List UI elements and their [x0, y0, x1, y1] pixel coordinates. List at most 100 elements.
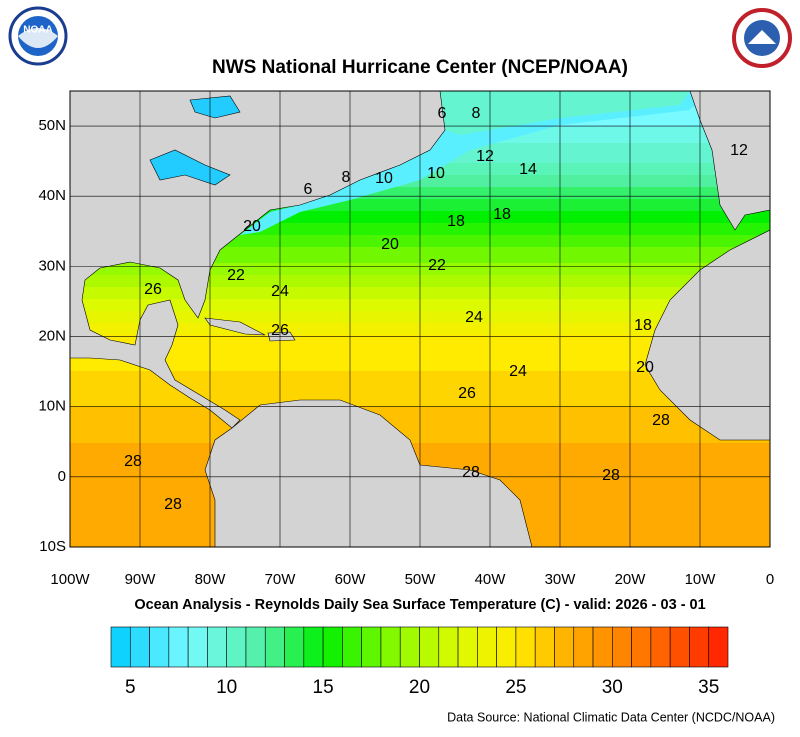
colorbar-box — [342, 626, 362, 668]
colorbar-box — [573, 626, 594, 668]
colorbar-box — [226, 626, 247, 668]
colorbar-tick-label: 10 — [216, 677, 237, 698]
africa — [644, 229, 770, 441]
y-tick-label: 0 — [58, 468, 66, 485]
x-tick-label: 50W — [405, 571, 437, 588]
colorbar-box — [419, 626, 440, 668]
contour-label: 24 — [509, 363, 527, 380]
colorbar-box — [515, 626, 536, 668]
contour-label: 28 — [124, 453, 142, 470]
contour-label: 18 — [447, 213, 465, 230]
contour-label: 18 — [493, 206, 511, 223]
x-tick-label: 90W — [125, 571, 157, 588]
contour-label: 10 — [427, 165, 445, 182]
x-tick-label: 30W — [545, 571, 577, 588]
x-tick-label: 20W — [615, 571, 647, 588]
colorbar-box — [303, 626, 324, 668]
plot-frame — [69, 90, 771, 548]
contour-label: 8 — [342, 169, 351, 186]
colorbar-box — [264, 626, 285, 668]
colorbar: 5 10 15 20 25 30 35 — [110, 626, 729, 698]
colorbar-tick-label: 25 — [505, 677, 526, 698]
contour-label: 28 — [164, 496, 182, 513]
colorbar-box — [689, 626, 710, 668]
x-tick-label: 80W — [195, 571, 227, 588]
contour-label: 22 — [227, 267, 245, 284]
contour-label: 24 — [271, 283, 289, 300]
contour-label: 26 — [458, 385, 476, 402]
x-tick-label: 100W — [50, 571, 90, 588]
cuba — [204, 317, 266, 336]
contour-label: 18 — [634, 317, 652, 334]
hudson-bay — [189, 95, 241, 119]
contour-label: 6 — [438, 105, 447, 122]
colorbar-tick-label: 35 — [698, 677, 719, 698]
colorbar-tick-label: 20 — [409, 677, 430, 698]
colorbar-box — [650, 626, 671, 668]
subtitle: Ocean Analysis - Reynolds Daily Sea Surf… — [134, 597, 705, 613]
colorbar-box — [457, 626, 478, 668]
y-tick-label: 10S — [39, 538, 66, 555]
colorbar-box — [399, 626, 420, 668]
colorbar-box — [592, 626, 613, 668]
logo-noaa: NOAA — [8, 6, 68, 66]
contour-label: 20 — [636, 359, 654, 376]
contour-label: 8 — [472, 105, 481, 122]
contour-label: 22 — [428, 257, 446, 274]
colorbar-box — [496, 626, 517, 668]
colorbar-box — [149, 626, 170, 668]
contour-label: 10 — [375, 170, 393, 187]
colorbar-tick-label: 5 — [125, 677, 136, 698]
contour-label: 6 — [304, 181, 313, 198]
contour-label: 28 — [602, 467, 620, 484]
y-tick-label: 20N — [38, 328, 66, 345]
source: Data Source: National Climatic Data Cent… — [447, 710, 775, 724]
colorbar-box — [380, 626, 401, 668]
x-tick-label: 40W — [475, 571, 507, 588]
colorbar-box — [477, 626, 497, 668]
contour-label: 26 — [271, 322, 289, 339]
x-tick-label: 70W — [265, 571, 297, 588]
colorbar-box — [631, 626, 652, 668]
contour-label: 12 — [730, 142, 748, 159]
colorbar-box — [322, 626, 343, 668]
y-tick-label: 40N — [38, 187, 66, 204]
x-tick-label: 60W — [335, 571, 367, 588]
colorbar-box — [361, 626, 382, 668]
colorbar-box — [708, 626, 729, 668]
colorbar-box — [554, 626, 575, 668]
land — [70, 91, 770, 547]
colorbar-tick-label: 15 — [313, 677, 334, 698]
contour-label: 28 — [462, 464, 480, 481]
colorbar-box — [438, 626, 459, 668]
colorbar-box — [187, 626, 208, 668]
y-tick-label: 10N — [38, 398, 66, 415]
contour-label: 12 — [476, 148, 494, 165]
colorbar-box — [534, 626, 555, 668]
title: NWS National Hurricane Center (NCEP/NOAA… — [212, 57, 628, 78]
axes: 100W 90W 80W 70W 60W 50W 40W 30W 20W 10W 0 10S 0 10N 2… — [38, 91, 774, 588]
logo-nws — [732, 8, 792, 68]
y-tick-label: 30N — [38, 257, 66, 274]
colorbar-box — [129, 626, 150, 668]
contour-label: 24 — [465, 309, 483, 326]
europe — [689, 91, 770, 231]
contour-label: 26 — [144, 281, 162, 298]
x-tick-label: 0 — [766, 571, 774, 588]
colorbar-tick-label: 30 — [602, 677, 623, 698]
colorbar-box — [110, 626, 131, 668]
colorbar-box — [245, 626, 266, 668]
colorbar-box — [669, 626, 690, 668]
contour-label: 14 — [519, 161, 537, 178]
cool-water — [440, 91, 690, 135]
x-tick-label: 10W — [685, 571, 717, 588]
colorbar-box — [612, 626, 632, 668]
contour-label: 20 — [243, 218, 261, 235]
logo-text: NOAA — [23, 25, 52, 36]
colorbar-box — [284, 626, 305, 668]
colorbar-box — [207, 626, 227, 668]
colorbar-box — [168, 626, 189, 668]
contour-label: 28 — [652, 412, 670, 429]
y-tick-label: 50N — [38, 117, 66, 134]
contour-label: 20 — [381, 236, 399, 253]
